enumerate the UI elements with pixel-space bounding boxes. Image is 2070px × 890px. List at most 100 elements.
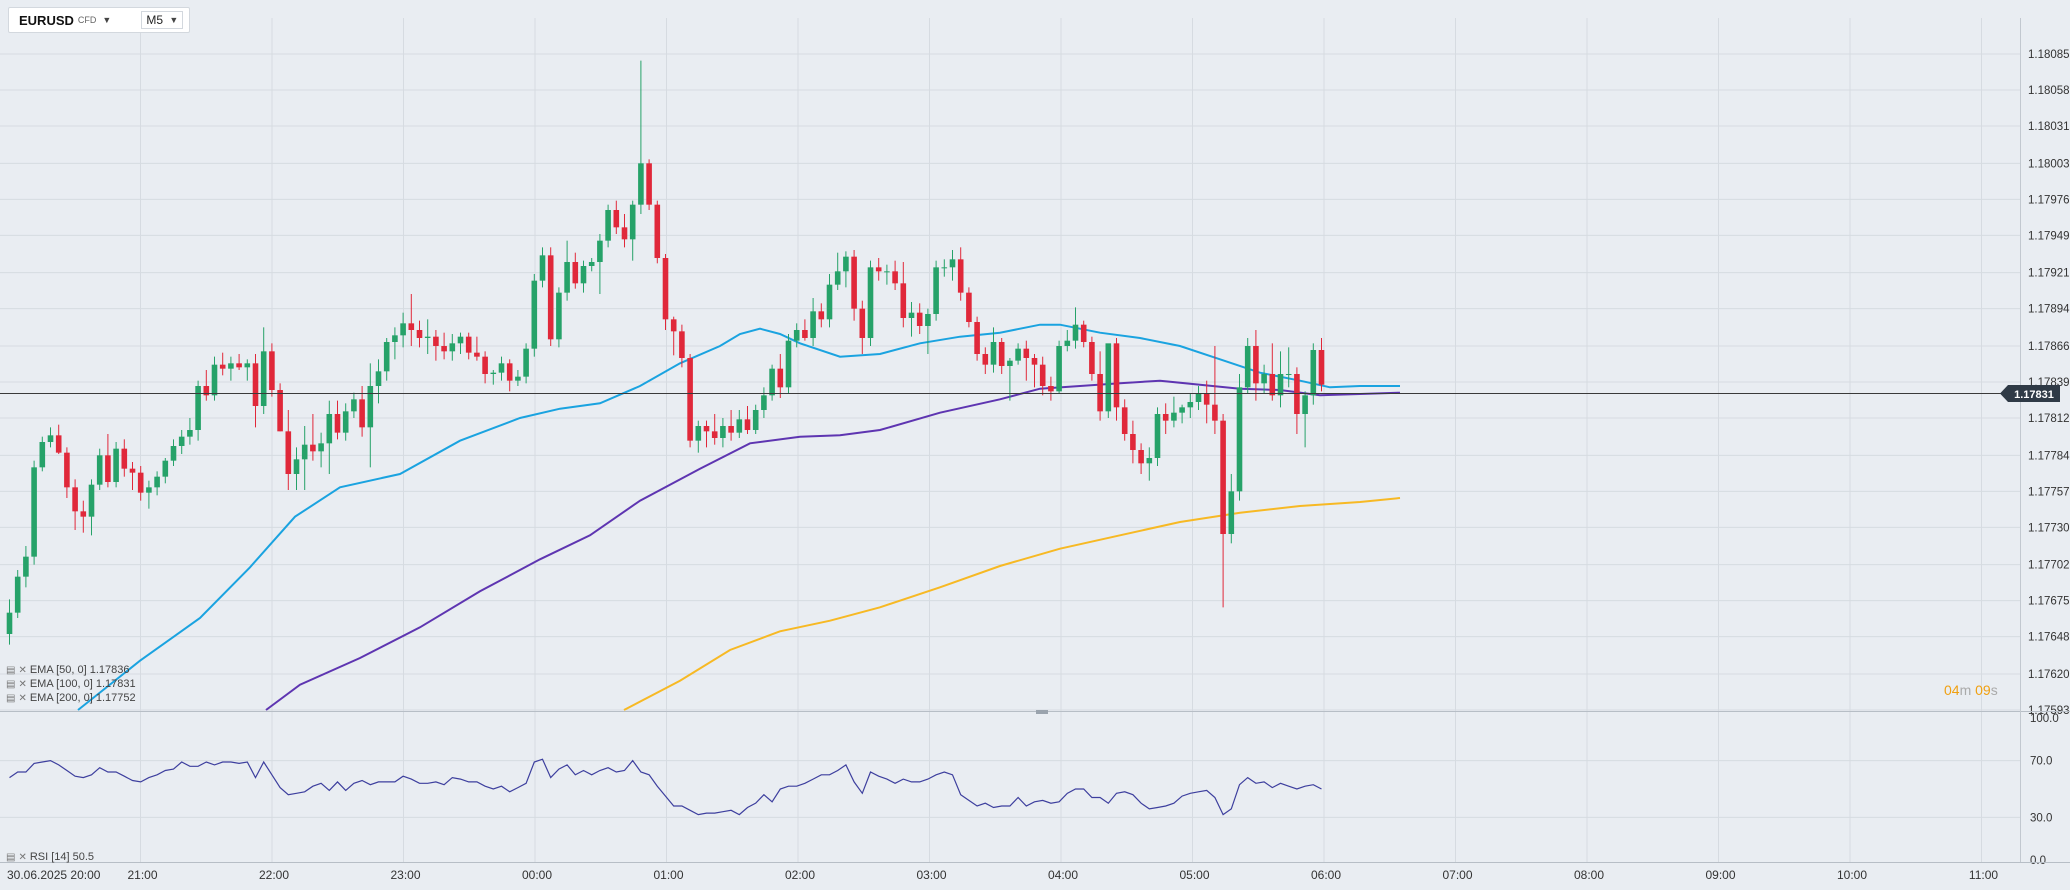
- time-tick-label: 07:00: [1442, 868, 1472, 882]
- candle: [670, 316, 677, 356]
- rsi-panel: 100.0 70.0 30.0 0.0: [0, 713, 2059, 867]
- rsi-tick-label: 70.0: [2030, 756, 2052, 768]
- candle-body: [1171, 412, 1177, 421]
- candle: [1048, 376, 1054, 401]
- candle-body: [285, 431, 292, 474]
- candle-body: [457, 336, 464, 344]
- symbol-name[interactable]: EURUSD: [19, 12, 74, 28]
- symbol-dropdown-icon[interactable]: ▼: [102, 15, 112, 25]
- candle: [1212, 346, 1218, 434]
- candle-body: [72, 487, 78, 512]
- candle: [843, 251, 849, 288]
- candle-body: [957, 259, 964, 293]
- candle: [383, 338, 390, 381]
- candle: [982, 347, 989, 374]
- candle-body: [1031, 358, 1038, 365]
- candle: [326, 400, 333, 474]
- candle: [646, 159, 652, 210]
- candle-body: [498, 363, 505, 373]
- time-tick-label: 02:00: [785, 868, 815, 882]
- ema50-legend: ▤ ✕ EMA [50, 0] 1.17836: [6, 664, 129, 676]
- settings-icon[interactable]: ▤: [6, 851, 16, 863]
- candle-body: [613, 210, 620, 228]
- candle-body: [531, 280, 538, 349]
- ema50-label: EMA [50, 0]: [29, 664, 87, 676]
- close-icon[interactable]: ✕: [18, 692, 27, 704]
- rsi-label: RSI [14]: [29, 851, 70, 863]
- candle-body: [375, 371, 382, 386]
- settings-icon[interactable]: ▤: [6, 664, 16, 676]
- price-tick-label: 1.18031: [2028, 121, 2070, 133]
- candle: [793, 323, 800, 348]
- candle: [137, 466, 144, 501]
- candle: [301, 426, 308, 490]
- settings-icon[interactable]: ▤: [6, 692, 16, 704]
- candle-body: [851, 256, 857, 309]
- price-tick-label: 1.18085: [2028, 49, 2070, 61]
- time-tick-label: 00:00: [522, 868, 552, 882]
- candle-body: [1146, 458, 1153, 464]
- candle: [1236, 374, 1243, 501]
- candle-body: [1195, 394, 1202, 402]
- candle-body: [1023, 348, 1030, 358]
- time-tick-label: 03:00: [916, 868, 946, 882]
- settings-icon[interactable]: ▤: [6, 678, 16, 690]
- current-price-tag-shape: [2000, 385, 2060, 402]
- candle: [14, 570, 21, 618]
- candle-body: [1285, 374, 1292, 375]
- candle: [170, 439, 177, 466]
- candle-body: [326, 414, 333, 444]
- candle: [96, 448, 103, 490]
- candle: [884, 264, 890, 285]
- candle: [761, 387, 767, 418]
- candle: [834, 252, 841, 290]
- candle-body: [556, 292, 562, 340]
- candle: [547, 247, 554, 346]
- candle-body: [195, 386, 201, 430]
- candle: [400, 312, 406, 348]
- candle: [1261, 364, 1267, 394]
- close-icon[interactable]: ✕: [18, 851, 27, 863]
- candle: [1228, 474, 1235, 544]
- candle: [949, 250, 956, 281]
- candle: [1031, 354, 1038, 388]
- candle-body: [277, 390, 283, 432]
- candle-body: [416, 330, 423, 338]
- candle: [1080, 320, 1087, 348]
- candle-body: [14, 576, 21, 613]
- candle-body: [1048, 386, 1054, 392]
- candle-body: [383, 342, 390, 372]
- candle: [621, 214, 628, 248]
- candle-countdown: 04m 09s: [1944, 682, 1998, 698]
- candle: [285, 410, 292, 490]
- candle-body: [1261, 374, 1267, 384]
- candle-body: [1072, 324, 1079, 341]
- close-icon[interactable]: ✕: [18, 664, 27, 676]
- candle: [310, 414, 316, 461]
- candle-body: [564, 262, 570, 293]
- candle-body: [982, 354, 989, 365]
- timeframe-select[interactable]: M5 ▼: [141, 11, 184, 29]
- candle: [752, 404, 759, 434]
- candle: [826, 274, 833, 328]
- candle: [351, 392, 357, 418]
- candle: [367, 363, 374, 468]
- candle: [129, 462, 136, 490]
- panel-divider-handle[interactable]: [1036, 710, 1048, 714]
- candle: [1285, 347, 1292, 388]
- candle: [818, 303, 825, 328]
- candle-body: [39, 442, 46, 468]
- candle: [1113, 338, 1120, 421]
- candle-body: [301, 444, 308, 460]
- ema100-legend: ▤ ✕ EMA [100, 0] 1.17831: [6, 678, 136, 690]
- candle: [1039, 356, 1046, 396]
- close-icon[interactable]: ✕: [18, 678, 27, 690]
- candle-body: [1015, 348, 1021, 361]
- symbol-type: CFD: [77, 15, 97, 25]
- candle-body: [670, 319, 677, 332]
- price-tick-label: 1.17976: [2028, 194, 2070, 206]
- candle: [597, 234, 603, 294]
- candle: [219, 352, 226, 376]
- countdown-seconds-unit: s: [1990, 682, 1998, 698]
